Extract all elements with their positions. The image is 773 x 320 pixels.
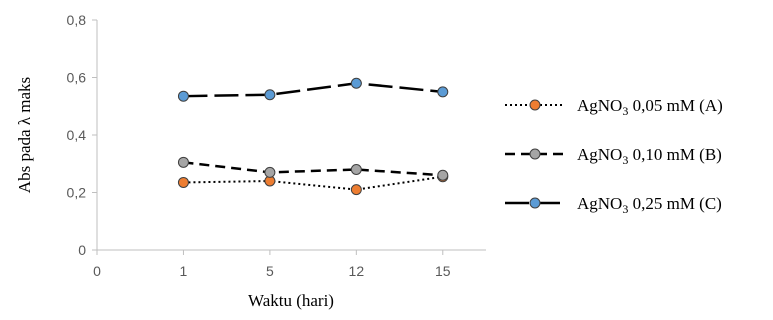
legend-label-tail: 0,10 mM (B): [628, 145, 722, 164]
series-line: [183, 175, 443, 191]
legend-label-subscript: 3: [622, 153, 628, 167]
series-layer: [177, 77, 449, 196]
data-point: [437, 169, 449, 181]
x-tick-label: 5: [266, 263, 274, 279]
legend-label: AgNO3 0,05 mM (A): [577, 96, 723, 118]
x-tick-label: 12: [349, 263, 365, 279]
x-tick-label: 0: [93, 263, 101, 279]
legend-label: AgNO3 0,25 mM (C): [577, 194, 722, 216]
data-point: [264, 166, 276, 178]
data-point: [437, 86, 449, 98]
series-2: [177, 77, 449, 102]
data-point: [177, 90, 189, 102]
legend: AgNO3 0,05 mM (A)AgNO3 0,10 mM (B)AgNO3 …: [505, 96, 723, 216]
legend-label-main: AgNO: [577, 145, 622, 164]
data-point: [177, 176, 189, 188]
legend-label-tail: 0,25 mM (C): [628, 194, 722, 213]
legend-item: AgNO3 0,05 mM (A): [505, 96, 723, 118]
series-line: [183, 81, 443, 98]
data-point: [350, 164, 362, 175]
legend-label-main: AgNO: [577, 96, 622, 115]
data-point: [350, 77, 362, 89]
y-tick-label: 0: [78, 242, 86, 258]
y-tick-label: 0,2: [67, 185, 87, 201]
legend-marker: [529, 148, 541, 160]
legend-marker: [529, 197, 541, 209]
series-line: [183, 161, 443, 177]
axes: [96, 20, 486, 251]
y-tick-label: 0,6: [67, 70, 87, 86]
legend-label: AgNO3 0,10 mM (B): [577, 145, 722, 167]
legend-marker: [529, 99, 541, 111]
legend-label-subscript: 3: [622, 202, 628, 216]
legend-item: AgNO3 0,10 mM (B): [505, 145, 722, 167]
series-1: [177, 156, 449, 181]
y-tick-label: 0,8: [67, 12, 87, 28]
series-0: [177, 171, 449, 196]
data-point: [177, 156, 189, 168]
y-ticks: 0 0,2 0,4 0,6 0,8: [67, 12, 97, 258]
legend-label-subscript: 3: [622, 104, 628, 118]
data-point: [350, 184, 362, 196]
x-tick-label: 15: [435, 263, 451, 279]
y-tick-label: 0,4: [67, 127, 87, 143]
legend-label-main: AgNO: [577, 194, 622, 213]
legend-label-tail: 0,05 mM (A): [628, 96, 722, 115]
data-point: [264, 89, 276, 101]
legend-item: AgNO3 0,25 mM (C): [505, 194, 722, 216]
x-axis-title: Waktu (hari): [248, 291, 334, 310]
x-tick-label: 1: [180, 263, 188, 279]
y-axis-title: Abs pada λ maks: [15, 77, 34, 193]
x-ticks: 0 1 5 12 15: [93, 250, 451, 279]
